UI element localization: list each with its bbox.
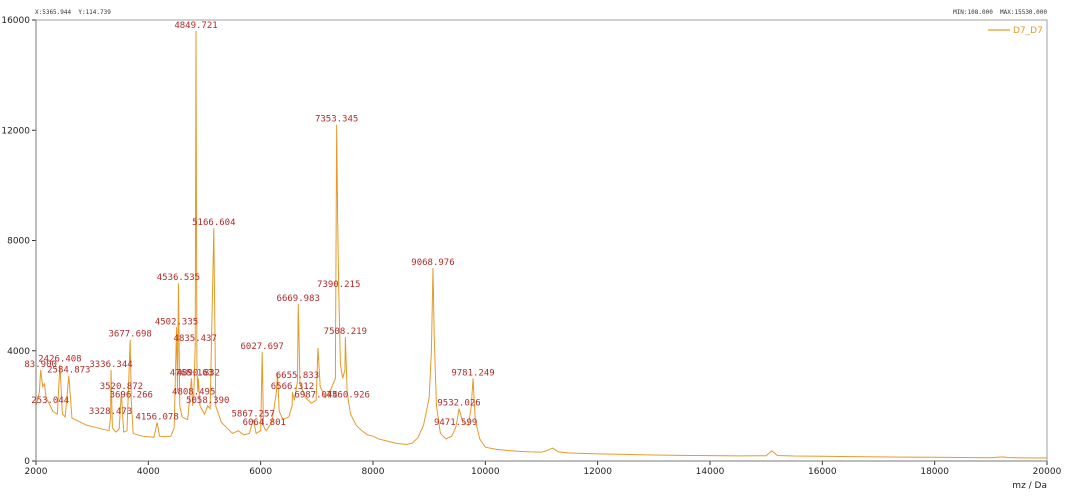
peak-label: 6027.697 — [241, 342, 284, 352]
x-axis-label: mz / Da — [1012, 481, 1047, 491]
legend-label: D7_D7 — [1013, 26, 1043, 36]
peak-label: 7560.926 — [327, 390, 370, 400]
x-tick-label: 18000 — [920, 467, 949, 477]
peak-label: 6064.801 — [243, 418, 286, 428]
peak-label: 3336.344 — [89, 360, 132, 370]
peak-label: 3696.266 — [110, 390, 153, 400]
x-tick-label: 4000 — [137, 467, 160, 477]
peak-label: 3328.473 — [89, 407, 132, 417]
range-readout: MIN:108.000 MAX:15530.000 — [953, 9, 1047, 16]
peak-label: 5058.390 — [186, 396, 229, 406]
peak-label: 4156.078 — [135, 412, 178, 422]
peak-label: 3520.872 — [100, 382, 143, 392]
peak-label: 4849.721 — [174, 21, 217, 31]
x-axis-ticks: 2000 4000 6000 8000 10000 12000 14000 16000 1800… — [25, 461, 1062, 477]
cursor-readout: X:5365.944 Y:114.739 — [35, 9, 111, 16]
y-tick-label: 12000 — [1, 126, 30, 136]
x-tick-label: 8000 — [362, 467, 385, 477]
peak-label: 4808.495 — [172, 388, 215, 398]
peak-label: 6655.833 — [276, 371, 319, 381]
peak-label: 9532.026 — [437, 399, 480, 409]
peak-label: 5166.604 — [192, 218, 235, 228]
y-tick-label: 8000 — [7, 237, 30, 247]
peak-label: 2584.873 — [47, 366, 90, 376]
y-tick-label: 4000 — [7, 347, 30, 357]
x-tick-label: 10000 — [471, 467, 500, 477]
peak-label: 6987.044 — [294, 390, 337, 400]
peak-label: 4890.832 — [177, 368, 220, 378]
peak-label: 6669.983 — [277, 294, 320, 304]
peak-label: 7508.219 — [324, 327, 367, 337]
y-tick-label: 0 — [24, 457, 30, 467]
peak-label: 9781.249 — [451, 368, 494, 378]
y-axis-ticks: 0 4000 8000 12000 16000 — [1, 16, 36, 467]
x-tick-label: 20000 — [1033, 467, 1062, 477]
legend[interactable]: D7_D7 — [988, 26, 1043, 36]
peak-label: 253.044 — [31, 396, 69, 406]
peak-label: 7390.215 — [317, 280, 360, 290]
peak-label: 6566.312 — [271, 382, 314, 392]
peak-label: 83.900 — [24, 360, 57, 370]
peak-label: 9471.599 — [434, 418, 477, 428]
x-tick-label: 16000 — [808, 467, 837, 477]
x-tick-label: 12000 — [583, 467, 612, 477]
x-tick-label: 2000 — [25, 467, 48, 477]
peak-label: 7353.345 — [315, 115, 358, 125]
peak-label: 4536.535 — [157, 273, 200, 283]
plot-frame — [35, 19, 1048, 462]
peak-label: 5867.257 — [232, 410, 275, 420]
peak-label: 2426.408 — [38, 355, 81, 365]
peak-label: 3677.698 — [109, 330, 152, 340]
peak-label: 4835.437 — [174, 334, 217, 344]
series-line-D7_D7[interactable] — [35, 31, 1048, 459]
peak-label: 9068.976 — [411, 258, 454, 268]
peak-label: 4768.163 — [170, 368, 213, 378]
peak-label: 4502.335 — [155, 317, 198, 327]
x-tick-label: 6000 — [249, 467, 272, 477]
y-tick-label: 16000 — [1, 16, 30, 26]
x-tick-label: 14000 — [696, 467, 725, 477]
